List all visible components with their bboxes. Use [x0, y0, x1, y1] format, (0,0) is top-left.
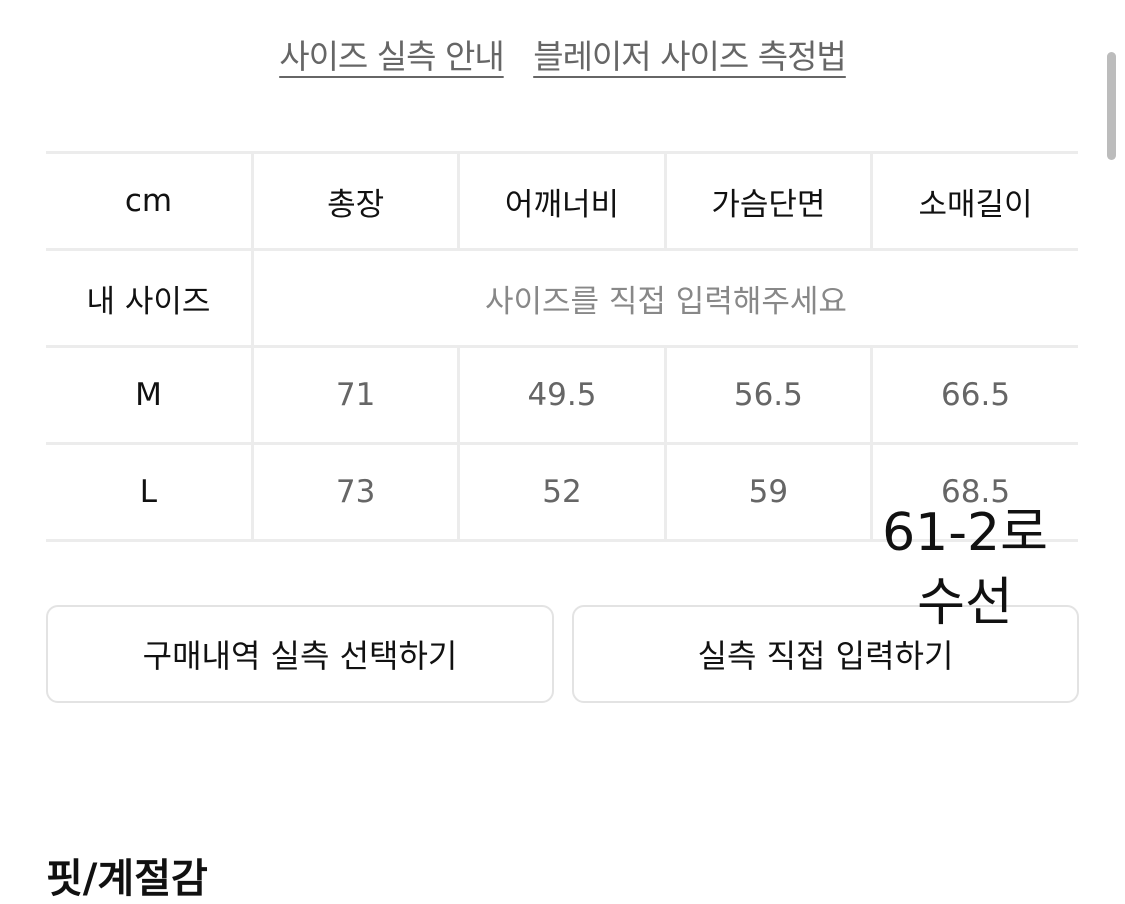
section-title: 핏/계절감 [46, 856, 208, 902]
header-cell: 소매길이 [870, 151, 1078, 251]
header-cell: cm [46, 151, 254, 251]
header-cell: 어깨너비 [457, 151, 667, 251]
annotation-text: 61-2로 수선 [870, 498, 1060, 638]
cell: 56.5 [663, 345, 874, 445]
size-guide-links: 사이즈 실측 안내 블레이저 사이즈 측정법 [0, 30, 1125, 78]
my-size-row: 내 사이즈 사이즈를 직접 입력해주세요 [46, 248, 1078, 348]
table-row: M 71 49.5 56.5 66.5 [46, 345, 1078, 445]
cell: 49.5 [457, 345, 667, 445]
annotation-line: 수선 [917, 573, 1013, 633]
scrollbar[interactable] [1107, 52, 1116, 160]
my-size-label: 내 사이즈 [46, 248, 254, 348]
cell: 71 [250, 345, 461, 445]
cell: 68.5 [870, 442, 1078, 542]
header-cell: 가슴단면 [663, 151, 874, 251]
table-row: L 73 52 59 68.5 [46, 442, 1078, 542]
size-guide-link[interactable]: 사이즈 실측 안내 [279, 37, 504, 76]
cell: 73 [250, 442, 461, 542]
blazer-measure-link[interactable]: 블레이저 사이즈 측정법 [533, 37, 847, 76]
select-from-history-button[interactable]: 구매내역 실측 선택하기 [46, 605, 554, 703]
cell: 59 [663, 442, 874, 542]
size-label: L [46, 442, 254, 542]
manual-input-button[interactable]: 실측 직접 입력하기 [572, 605, 1079, 703]
table-header-row: cm 총장 어깨너비 가슴단면 소매길이 [46, 151, 1078, 251]
my-size-input[interactable]: 사이즈를 직접 입력해주세요 [250, 248, 1078, 348]
header-cell: 총장 [250, 151, 461, 251]
cell: 52 [457, 442, 667, 542]
size-table: cm 총장 어깨너비 가슴단면 소매길이 내 사이즈 사이즈를 직접 입력해주세… [46, 151, 1078, 542]
size-label: M [46, 345, 254, 445]
annotation-line: 61-2로 [882, 503, 1048, 563]
cell: 66.5 [870, 345, 1078, 445]
